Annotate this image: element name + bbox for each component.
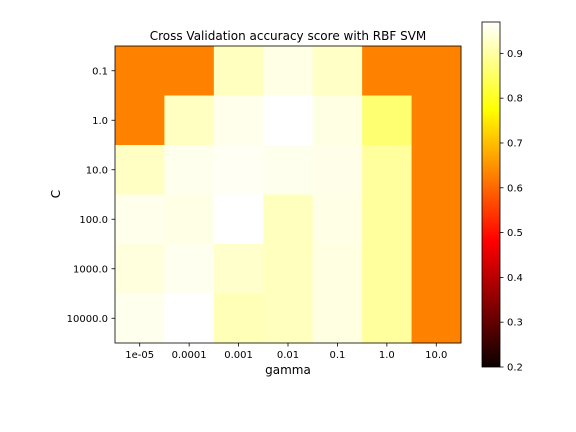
heatmap-cell xyxy=(115,46,165,96)
heatmap-cell xyxy=(115,95,165,146)
heatmap-cell xyxy=(213,95,264,146)
x-tick-label: 0.1 xyxy=(329,350,345,361)
heatmap-cell xyxy=(115,244,165,294)
x-tick-label: 1e-05 xyxy=(125,350,154,361)
heatmap-cell xyxy=(312,293,363,344)
heatmap-cell xyxy=(411,194,462,245)
heatmap-cell xyxy=(164,244,215,294)
heatmap-cell xyxy=(411,293,462,344)
x-axis-ticks: 1e-05 0.0001 0.001 0.01 0.1 1.0 10.0 xyxy=(125,343,447,361)
colorbar-tick-label: 0.9 xyxy=(507,49,523,60)
heatmap-cell xyxy=(213,293,264,344)
heatmap-cell xyxy=(411,244,462,294)
heatmap-cell xyxy=(164,145,215,195)
heatmap-cell xyxy=(263,145,314,195)
colorbar-tick-label: 0.6 xyxy=(507,183,523,194)
heatmap-cell xyxy=(263,194,314,245)
x-axis-label: gamma xyxy=(265,363,311,377)
heatmap-cell xyxy=(362,145,413,195)
heatmap-cell xyxy=(213,145,264,195)
heatmap-cell xyxy=(263,46,314,96)
heatmap-cell xyxy=(213,194,264,245)
heatmap-cell xyxy=(312,145,363,195)
y-tick-label: 10000.0 xyxy=(67,314,108,325)
y-tick-label: 100.0 xyxy=(79,215,108,226)
x-tick-label: 0.001 xyxy=(224,350,253,361)
heatmap-cell xyxy=(362,46,413,96)
colorbar xyxy=(481,21,501,368)
y-tick-label: 1000.0 xyxy=(73,264,108,275)
colorbar-tick-label: 0.3 xyxy=(507,318,523,329)
heatmap-cell xyxy=(362,194,413,245)
heatmap-cell xyxy=(263,95,314,146)
heatmap-cell xyxy=(213,244,264,294)
colorbar-tick-label: 0.8 xyxy=(507,94,523,105)
heatmap-cell xyxy=(312,46,363,96)
colorbar-tick-label: 0.7 xyxy=(507,138,523,149)
heatmap-cell xyxy=(411,46,462,96)
heatmap-cell xyxy=(312,194,363,245)
heatmap-cell xyxy=(115,194,165,245)
y-tick-label: 0.1 xyxy=(92,66,108,77)
colorbar-tick-label: 0.4 xyxy=(507,273,523,284)
x-tick-label: 1.0 xyxy=(379,350,395,361)
y-tick-label: 1.0 xyxy=(92,116,108,127)
heatmap-cell xyxy=(411,145,462,195)
heatmap-cell xyxy=(263,293,314,344)
colorbar-tick-label: 0.5 xyxy=(507,228,523,239)
y-axis-label: C xyxy=(49,190,63,198)
colorbar-tick-label: 0.2 xyxy=(507,363,523,374)
heatmap-cell xyxy=(164,46,215,96)
heatmap-cell xyxy=(115,145,165,195)
y-tick-label: 10.0 xyxy=(86,165,108,176)
chart-title: Cross Validation accuracy score with RBF… xyxy=(150,29,427,43)
y-axis-ticks: 0.1 1.0 10.0 100.0 1000.0 10000.0 xyxy=(67,66,115,325)
heatmap-cell xyxy=(362,244,413,294)
heatmap-cell xyxy=(164,194,215,245)
heatmap-cell xyxy=(362,293,413,344)
x-tick-label: 0.0001 xyxy=(172,350,207,361)
heatmap-cell xyxy=(312,244,363,294)
heatmap-cells xyxy=(115,46,462,344)
heatmap-cell xyxy=(411,95,462,146)
heatmap-cell xyxy=(213,46,264,96)
colorbar-ticks: 0.2 0.3 0.4 0.5 0.6 0.7 0.8 0.9 xyxy=(500,49,523,374)
heatmap-cell xyxy=(164,95,215,146)
heatmap-cell xyxy=(115,293,165,344)
heatmap-cell xyxy=(312,95,363,146)
x-tick-label: 10.0 xyxy=(425,350,447,361)
heatmap-cell xyxy=(362,95,413,146)
x-tick-label: 0.01 xyxy=(277,350,299,361)
heatmap-cell xyxy=(263,244,314,294)
heatmap-cell xyxy=(164,293,215,344)
